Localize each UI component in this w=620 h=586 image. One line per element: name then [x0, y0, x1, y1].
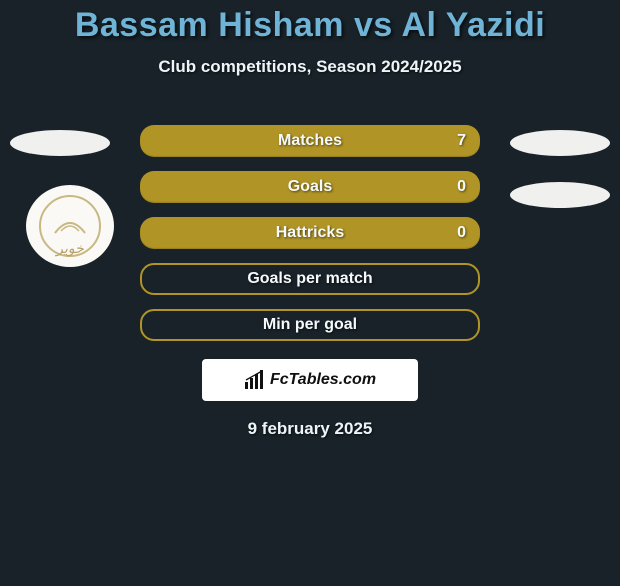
subtitle: Club competitions, Season 2024/2025	[0, 57, 620, 77]
stat-value: 0	[457, 224, 466, 242]
stat-row-matches: Matches 7	[140, 125, 480, 157]
club-label: خوير	[56, 240, 84, 257]
stat-label: Goals per match	[247, 270, 372, 288]
bars-chart-icon	[244, 370, 266, 390]
right-pill-decor-2	[510, 182, 610, 208]
stat-row-hattricks: Hattricks 0	[140, 217, 480, 249]
stat-row-min-per-goal: Min per goal	[140, 309, 480, 341]
stat-row-goals: Goals 0	[140, 171, 480, 203]
left-pill-decor	[10, 130, 110, 156]
badge-text: FcTables.com	[270, 371, 376, 389]
right-pill-decor-1	[510, 130, 610, 156]
stat-value: 7	[457, 132, 466, 150]
stat-row-goals-per-match: Goals per match	[140, 263, 480, 295]
stat-label: Min per goal	[263, 316, 357, 334]
page-title: Bassam Hisham vs Al Yazidi	[0, 6, 620, 45]
footer-date: 9 february 2025	[0, 419, 620, 439]
source-badge[interactable]: FcTables.com	[202, 359, 418, 401]
stat-label: Matches	[278, 132, 342, 150]
stats-container: Matches 7 Goals 0 Hattricks 0 Goals per …	[140, 125, 480, 341]
stat-label: Goals	[288, 178, 332, 196]
left-club-badge: خوير	[26, 185, 114, 267]
stat-value: 0	[457, 178, 466, 196]
stat-label: Hattricks	[276, 224, 344, 242]
